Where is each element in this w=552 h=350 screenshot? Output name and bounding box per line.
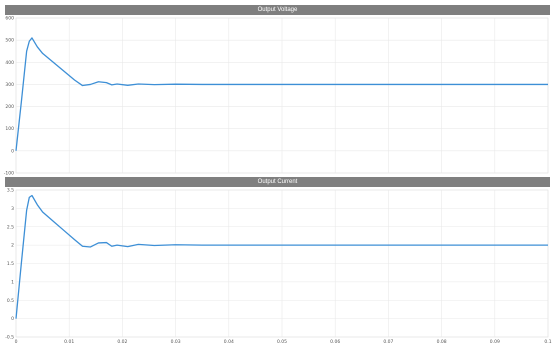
voltage-y-tick-label: 0 (11, 148, 14, 154)
voltage-y-tick-label: -100 (4, 171, 14, 176)
voltage-panel-title: Output Voltage (5, 5, 550, 15)
current-x-tick-label: 0.01 (64, 339, 74, 345)
current-x-tick-label: 0.1 (544, 339, 551, 345)
current-y-tick-label: 2 (11, 243, 14, 249)
current-x-tick-label: 0.06 (330, 339, 340, 345)
voltage-y-tick-label: 500 (5, 38, 14, 44)
current-x-tick-label: 0.04 (224, 339, 234, 345)
current-y-tick-label: 2.5 (7, 224, 14, 230)
current-series-line (15, 194, 548, 319)
current-y-tick-label: 0.5 (7, 298, 14, 304)
voltage-y-tick-label: 600 (5, 16, 14, 22)
current-y-tick-label: 1 (11, 279, 14, 285)
current-plot[interactable]: 3.532.521.510.50-0.50 0.01 0.02 0.03 0.04 0.0… (0, 187, 552, 350)
current-y-tick-label: 1.5 (7, 261, 14, 267)
current-x-tick-label: 0.07 (383, 339, 393, 345)
voltage-y-tick-label: 200 (5, 104, 14, 110)
voltage-y-tick-label: 300 (5, 82, 14, 88)
current-x-tick-label: 0.09 (490, 339, 500, 345)
current-x-tick-label: 0.03 (171, 339, 181, 345)
current-panel-title: Output Current (5, 177, 550, 187)
current-x-tick-label: 0.02 (117, 339, 127, 345)
voltage-y-tick-label: 100 (5, 126, 14, 132)
current-y-tick-label: 0 (11, 316, 14, 322)
voltage-y-tick-label: 400 (5, 60, 14, 66)
current-y-tick-label: 3.5 (7, 188, 14, 194)
voltage-plot[interactable]: 600 500 400 300 200 100 0 -100 (0, 15, 552, 175)
current-x-tick-label: 0 (15, 339, 18, 345)
current-y-tick-label: -0.5 (5, 335, 14, 341)
current-x-tick-label: 0.08 (437, 339, 447, 345)
current-y-tick-label: 3 (11, 206, 14, 212)
current-x-tick-label: 0.05 (277, 339, 287, 345)
voltage-series-line (15, 37, 548, 151)
